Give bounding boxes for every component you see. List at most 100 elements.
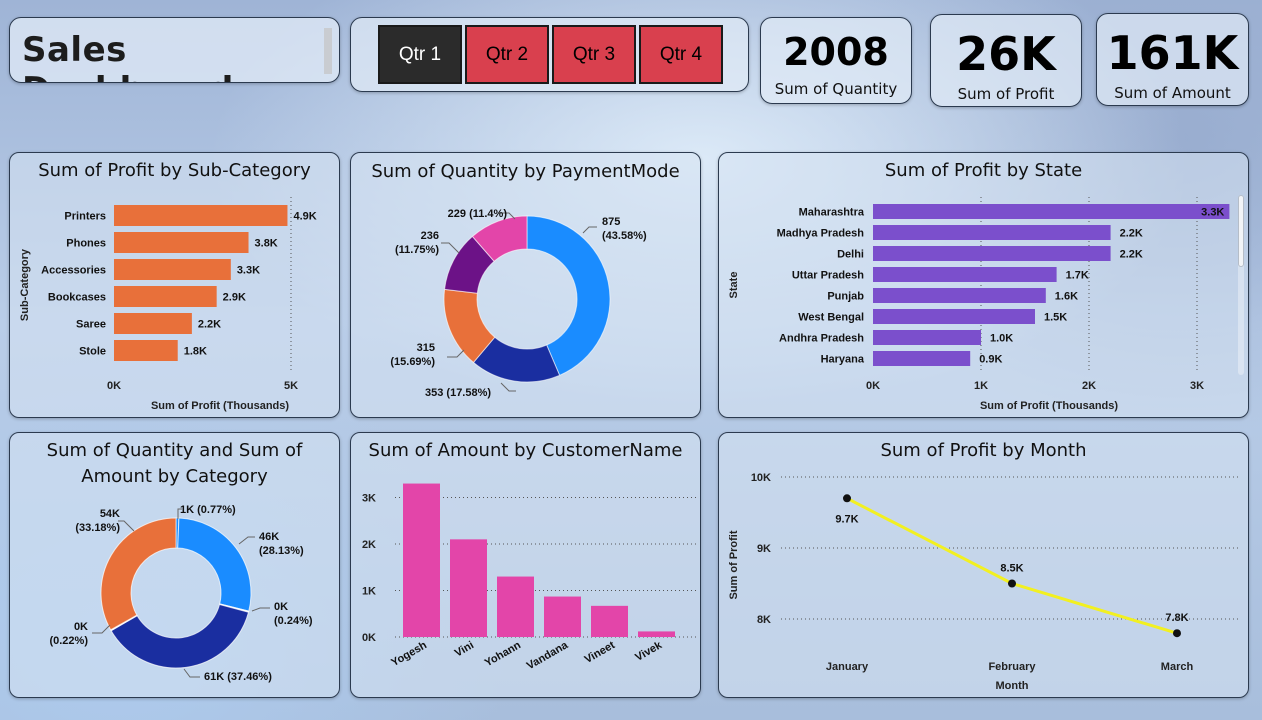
kpi-amount-label: Sum of Amount — [1114, 84, 1231, 102]
category-label: Yohann — [483, 639, 523, 669]
qtr-2-button[interactable]: Qtr 2 — [465, 25, 549, 84]
kpi-quantity-label: Sum of Quantity — [774, 80, 898, 98]
category-label: Maharashtra — [799, 207, 865, 219]
subcategory-bar-chart: Printers 4.9K Phones 3.8K Accessories 3.3K Boo… — [19, 197, 317, 412]
data-label: 2.2K — [198, 319, 221, 331]
donut-slice-4 — [471, 215, 528, 263]
category-label: Bookcases — [48, 292, 106, 304]
bar-andhra-pradesh — [873, 330, 981, 345]
category-label: Phones — [66, 238, 106, 250]
chart-quantity-amount-by-category: Sum of Quantity and Sum of Amount by Cat… — [9, 432, 340, 698]
bar-haryana — [873, 351, 971, 366]
bar-madhya-pradesh — [873, 225, 1111, 240]
data-label: 1.5K — [1044, 312, 1067, 324]
quarter-slicer: Qtr 1 Qtr 2 Qtr 3 Qtr 4 — [350, 17, 749, 92]
slice-label: 54K — [100, 508, 120, 520]
bar-delhi — [873, 246, 1111, 261]
qtr-4-button[interactable]: Qtr 4 — [639, 25, 723, 84]
chart-title: Sum of Amount by CustomerName — [368, 440, 683, 461]
x-tick: 1K — [974, 380, 988, 392]
kpi-profit-value: 26K — [956, 27, 1056, 81]
kpi-quantity-value: 2008 — [783, 30, 889, 74]
donut-slice-5 — [100, 517, 177, 631]
slice-label: (28.13%) — [259, 545, 304, 557]
chart-title: Sum of Profit by Month — [880, 440, 1087, 461]
slice-label: (43.58%) — [602, 230, 647, 242]
category-label: Vineet — [583, 639, 618, 666]
data-label: 3.8K — [255, 238, 278, 250]
kpi-amount-card: 161K Sum of Amount — [1096, 13, 1249, 106]
donut-slice-3 — [110, 603, 250, 669]
bar-bookcases — [114, 286, 217, 307]
y-tick: 2K — [362, 539, 376, 551]
slice-label: (15.69%) — [390, 356, 435, 368]
leader-line — [238, 536, 255, 545]
bar-printers — [114, 205, 288, 226]
category-donut-chart: 1K (0.77%) 46K (28.13%) 0K (0.24%) 61K (37.46… — [49, 504, 313, 683]
slice-label: 875 — [602, 216, 620, 228]
data-label: 7.8K — [1165, 612, 1188, 624]
chart-quantity-by-paymentmode: Sum of Quantity by PaymentMode 875 (43.58… — [350, 152, 701, 418]
category-label: Accessories — [41, 265, 106, 277]
kpi-quantity-card: 2008 Sum of Quantity — [760, 17, 912, 104]
bar-accessories — [114, 259, 231, 280]
y-tick: 1K — [362, 586, 376, 598]
data-label: 9.7K — [835, 513, 858, 525]
state-bar-chart: Maharashtra 3.3K Madhya Pradesh 2.2K Delhi 2.… — [728, 197, 1230, 412]
slice-label: 61K (37.46%) — [204, 671, 272, 683]
y-tick: 3K — [362, 493, 376, 505]
data-label: 1.7K — [1066, 270, 1089, 282]
leader-line — [183, 668, 200, 678]
qtr-3-button[interactable]: Qtr 3 — [552, 25, 636, 84]
leader-line — [499, 212, 516, 220]
qtr-1-button[interactable]: Qtr 1 — [378, 25, 462, 84]
category-label: Vandana — [525, 639, 571, 672]
leader-line — [447, 349, 465, 358]
x-tick: January — [826, 661, 869, 673]
data-label: 1.6K — [1055, 291, 1078, 303]
data-label: 3.3K — [1201, 207, 1224, 219]
leader-line — [582, 226, 597, 234]
slice-label: (0.24%) — [274, 615, 313, 627]
bar-uttar-pradesh — [873, 267, 1057, 282]
chart-title-line-1: Sum of Quantity and Sum of — [46, 440, 303, 461]
category-label: Delhi — [837, 249, 864, 261]
bar-vivek — [638, 631, 675, 637]
chart-amount-by-customer: Sum of Amount by CustomerName 0K 1K 2K 3K Yo… — [350, 432, 701, 698]
slice-label: 46K — [259, 531, 279, 543]
scrollbar-thumb[interactable] — [1238, 195, 1244, 267]
scrollbar-track[interactable] — [1238, 195, 1244, 375]
leader-line — [251, 607, 270, 612]
data-label: 1.8K — [184, 346, 207, 358]
category-label: Stole — [79, 346, 106, 358]
leader-line — [92, 624, 111, 634]
page-title: Sales Dashboard — [22, 30, 233, 82]
category-label: West Bengal — [798, 312, 864, 324]
slice-label: (33.18%) — [75, 522, 120, 534]
chart-title: Sum of Profit by Sub-Category — [38, 160, 311, 181]
data-label: 2.2K — [1120, 228, 1143, 240]
category-label: Uttar Pradesh — [792, 270, 864, 282]
slice-label: 0K — [74, 621, 88, 633]
category-label: Saree — [76, 319, 106, 331]
slice-label: (11.75%) — [395, 244, 439, 256]
category-label: Printers — [64, 211, 106, 223]
category-label: Vivek — [633, 639, 664, 664]
x-tick: 2K — [1082, 380, 1096, 392]
x-tick: 0K — [866, 380, 880, 392]
bar-west-bengal — [873, 309, 1035, 324]
paymentmode-donut-chart: 875 (43.58%) 353 (17.58%) 315 (15.69%) 236 (11… — [390, 208, 647, 399]
x-tick: March — [1161, 661, 1194, 673]
month-line-chart: 8K 9K 10K 9.7K January 8.5K February 7.8K March M… — [728, 472, 1239, 692]
y-tick: 10K — [751, 472, 771, 484]
x-axis-label: Month — [996, 680, 1029, 692]
category-label: Madhya Pradesh — [777, 228, 865, 240]
chart-profit-by-month: Sum of Profit by Month 8K 9K 10K 9.7K Januar… — [718, 432, 1249, 698]
leader-line — [177, 508, 182, 519]
slice-label: 236 — [421, 230, 439, 242]
chart-title-line-2: Amount by Category — [81, 466, 268, 487]
x-tick: 3K — [1190, 380, 1204, 392]
category-label: Punjab — [827, 291, 864, 303]
bar-stole — [114, 340, 178, 361]
kpi-profit-label: Sum of Profit — [957, 85, 1055, 103]
